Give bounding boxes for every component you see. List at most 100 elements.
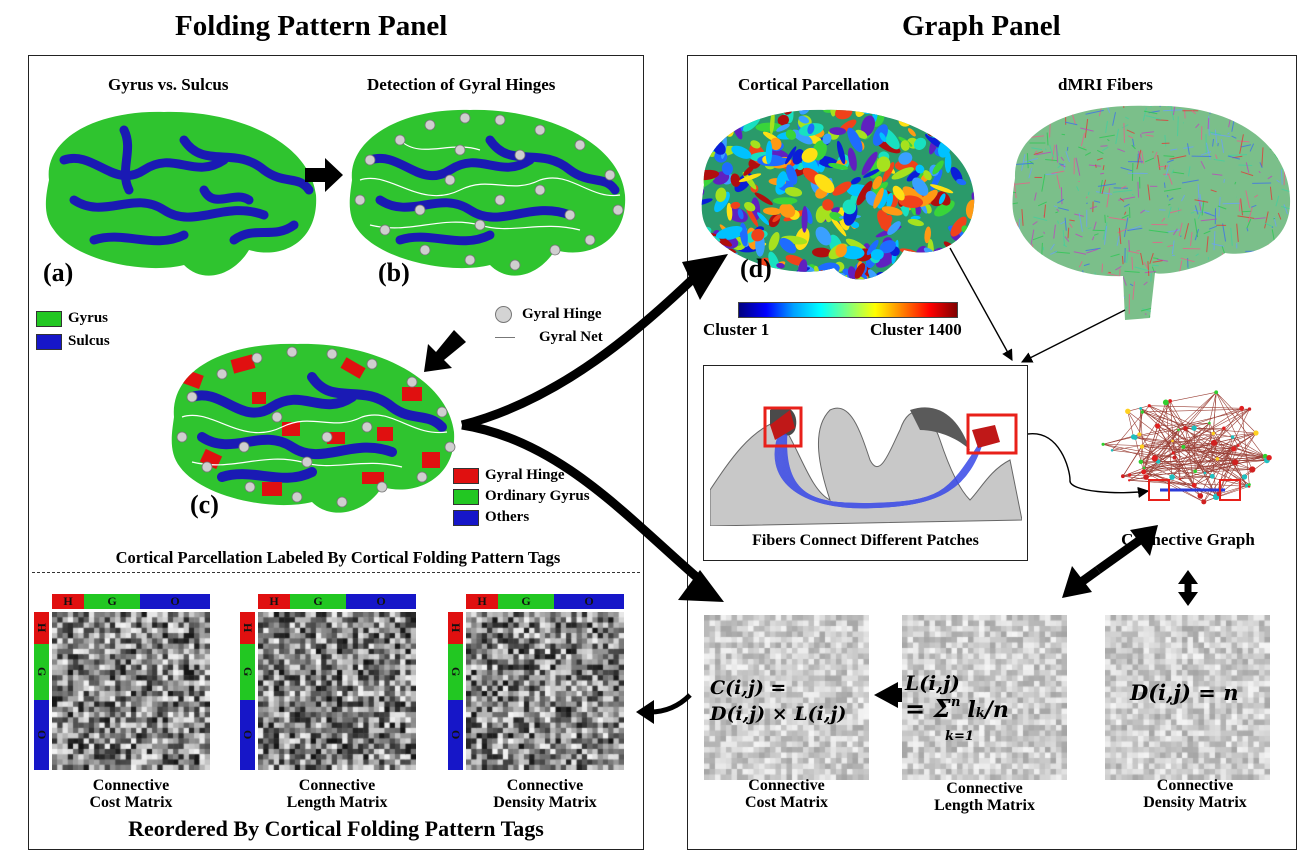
formula-length-lsub: k [975,706,985,721]
legend-label-tag-gyrus: Ordinary Gyrus [485,488,590,504]
formula-length-eq-sum: = Σ [905,694,951,723]
tag-g: G [34,644,49,700]
folding-panel-title: Folding Pattern Panel [175,10,448,42]
caption-reordered-density: Connective Density Matrix [466,777,624,811]
matrix-row-tags: H G O [52,594,210,609]
tag-g: G [498,594,554,609]
caption-line2: Length Matrix [286,794,388,811]
connective-graph-image [1101,390,1272,505]
legend-item-tag-others: Others [453,509,590,526]
caption-length-matrix: Connective Length Matrix [902,780,1067,814]
brain-gyral-hinges-image [349,109,626,276]
formula-length-sub: k=1 [945,729,974,744]
tag-h: H [466,594,498,609]
matrix-col-tags: H G O [448,612,463,770]
tag-h: H [258,594,290,609]
brain-b-label: (b) [378,258,410,287]
graph-caption: Connective Graph [1121,530,1255,549]
tag-o: O [448,700,463,770]
tag-h: H [34,612,49,644]
formula-cost: C(i,j) = D(i,j) × L(i,j) [710,675,846,727]
legend-swatch-tag-others [453,509,479,526]
legend-item-tag-hinge: Gyral Hinge [453,467,590,484]
length-matrix-background [902,615,1067,780]
tag-h: H [52,594,84,609]
colorbar-min-label: Cluster 1 [703,320,770,339]
caption-line1: Connective [92,777,170,794]
caption-line1: Connective [298,777,376,794]
legend-item-gyrus: Gyrus [36,310,110,327]
legend-label-gyrus: Gyrus [68,310,109,326]
caption-line2: Length Matrix [934,797,1035,814]
tag-g: G [290,594,346,609]
brain-c-label: (c) [190,490,219,519]
cost-matrix-background [704,615,869,780]
colorbar-max-label: Cluster 1400 [870,320,962,339]
gyral-hinge-marker-icon [495,306,512,323]
colorbar [738,302,958,318]
formula-length-l: l [967,697,976,723]
subtitle-dmri-fibers: dMRI Fibers [1058,75,1153,94]
legend-item-sulcus: Sulcus [36,333,110,350]
graph-panel [687,55,1297,850]
graph-panel-title: Graph Panel [902,10,1061,42]
tag-o: O [240,700,255,770]
tag-g: G [240,644,255,700]
formula-length-sup: n [951,695,961,710]
matrix-row-tags: H G O [258,594,416,609]
tag-o: O [140,594,210,609]
caption-reordered-cost: Connective Cost Matrix [52,777,210,811]
caption-line1: Connective [946,780,1023,797]
tag-h: H [240,612,255,644]
formula-cost-line1: C(i,j) = [710,677,787,699]
caption-line2: Cost Matrix [744,794,829,811]
legend-item-gyral-hinge: Gyral Hinge [495,306,603,323]
brain-parcellation-image [701,109,975,280]
dashed-divider [32,572,640,573]
arrow-a-to-b [305,158,343,192]
legend-gyrus-sulcus: Gyrus Sulcus [36,310,110,350]
caption-cost-matrix: Connective Cost Matrix [704,777,869,811]
legend-label-tag-hinge: Gyral Hinge [485,467,565,483]
tag-g: G [448,644,463,700]
caption-line2: Density Matrix [1143,794,1247,811]
matrix-heatmap [466,612,624,770]
gyral-net-line-icon [495,337,515,338]
folding-pattern-panel [28,55,644,850]
caption-line2: Density Matrix [493,794,597,811]
formula-length-line1: L(i,j) [905,671,960,695]
legend-label-gyral-hinge: Gyral Hinge [522,306,602,322]
legend-swatch-sulcus [36,333,62,350]
brain-d-label: (d) [740,254,772,283]
dmri-fibers-image [1012,105,1291,321]
tag-o: O [34,700,49,770]
subtitle-gyrus-vs-sulcus: Gyrus vs. Sulcus [108,75,229,94]
formula-length-line2: = Σ n k=1 lk/n [905,694,1009,746]
tag-g: G [84,594,140,609]
brain-a-label: (a) [43,258,74,287]
reordered-length-matrix: H G O H G O [240,594,416,770]
caption-line1: Connective [506,777,584,794]
legend-folding-tags: Gyral Hinge Ordinary Gyrus Others [453,467,590,526]
brain-gyrus-sulcus-image [45,111,317,276]
tag-h: H [448,612,463,644]
reordered-cost-matrix: H G O H G O [34,594,210,770]
brain-folding-tags-image [171,343,456,513]
matrix-heatmap [258,612,416,770]
legend-label-gyral-net: Gyral Net [539,329,603,345]
matrix-col-tags: H G O [34,612,49,770]
legend-label-tag-others: Others [485,509,530,525]
legend-label-sulcus: Sulcus [68,333,110,349]
formula-density: D(i,j) = n [1130,680,1239,705]
formula-length: L(i,j) = Σ n k=1 lk/n [905,670,1009,746]
fibers-caption: Fibers Connect Different Patches [752,532,979,549]
arrow-b-to-c [424,330,466,372]
footer-reordered: Reordered By Cortical Folding Pattern Ta… [128,816,544,841]
formula-cost-line2: D(i,j) × L(i,j) [710,703,847,725]
matrix-col-tags: H G O [240,612,255,770]
tag-o: O [554,594,624,609]
subtitle-gyral-hinges: Detection of Gyral Hinges [367,75,556,94]
legend-hinge-net: Gyral Hinge Gyral Net [495,306,603,346]
legend-swatch-tag-hinge [453,467,479,484]
